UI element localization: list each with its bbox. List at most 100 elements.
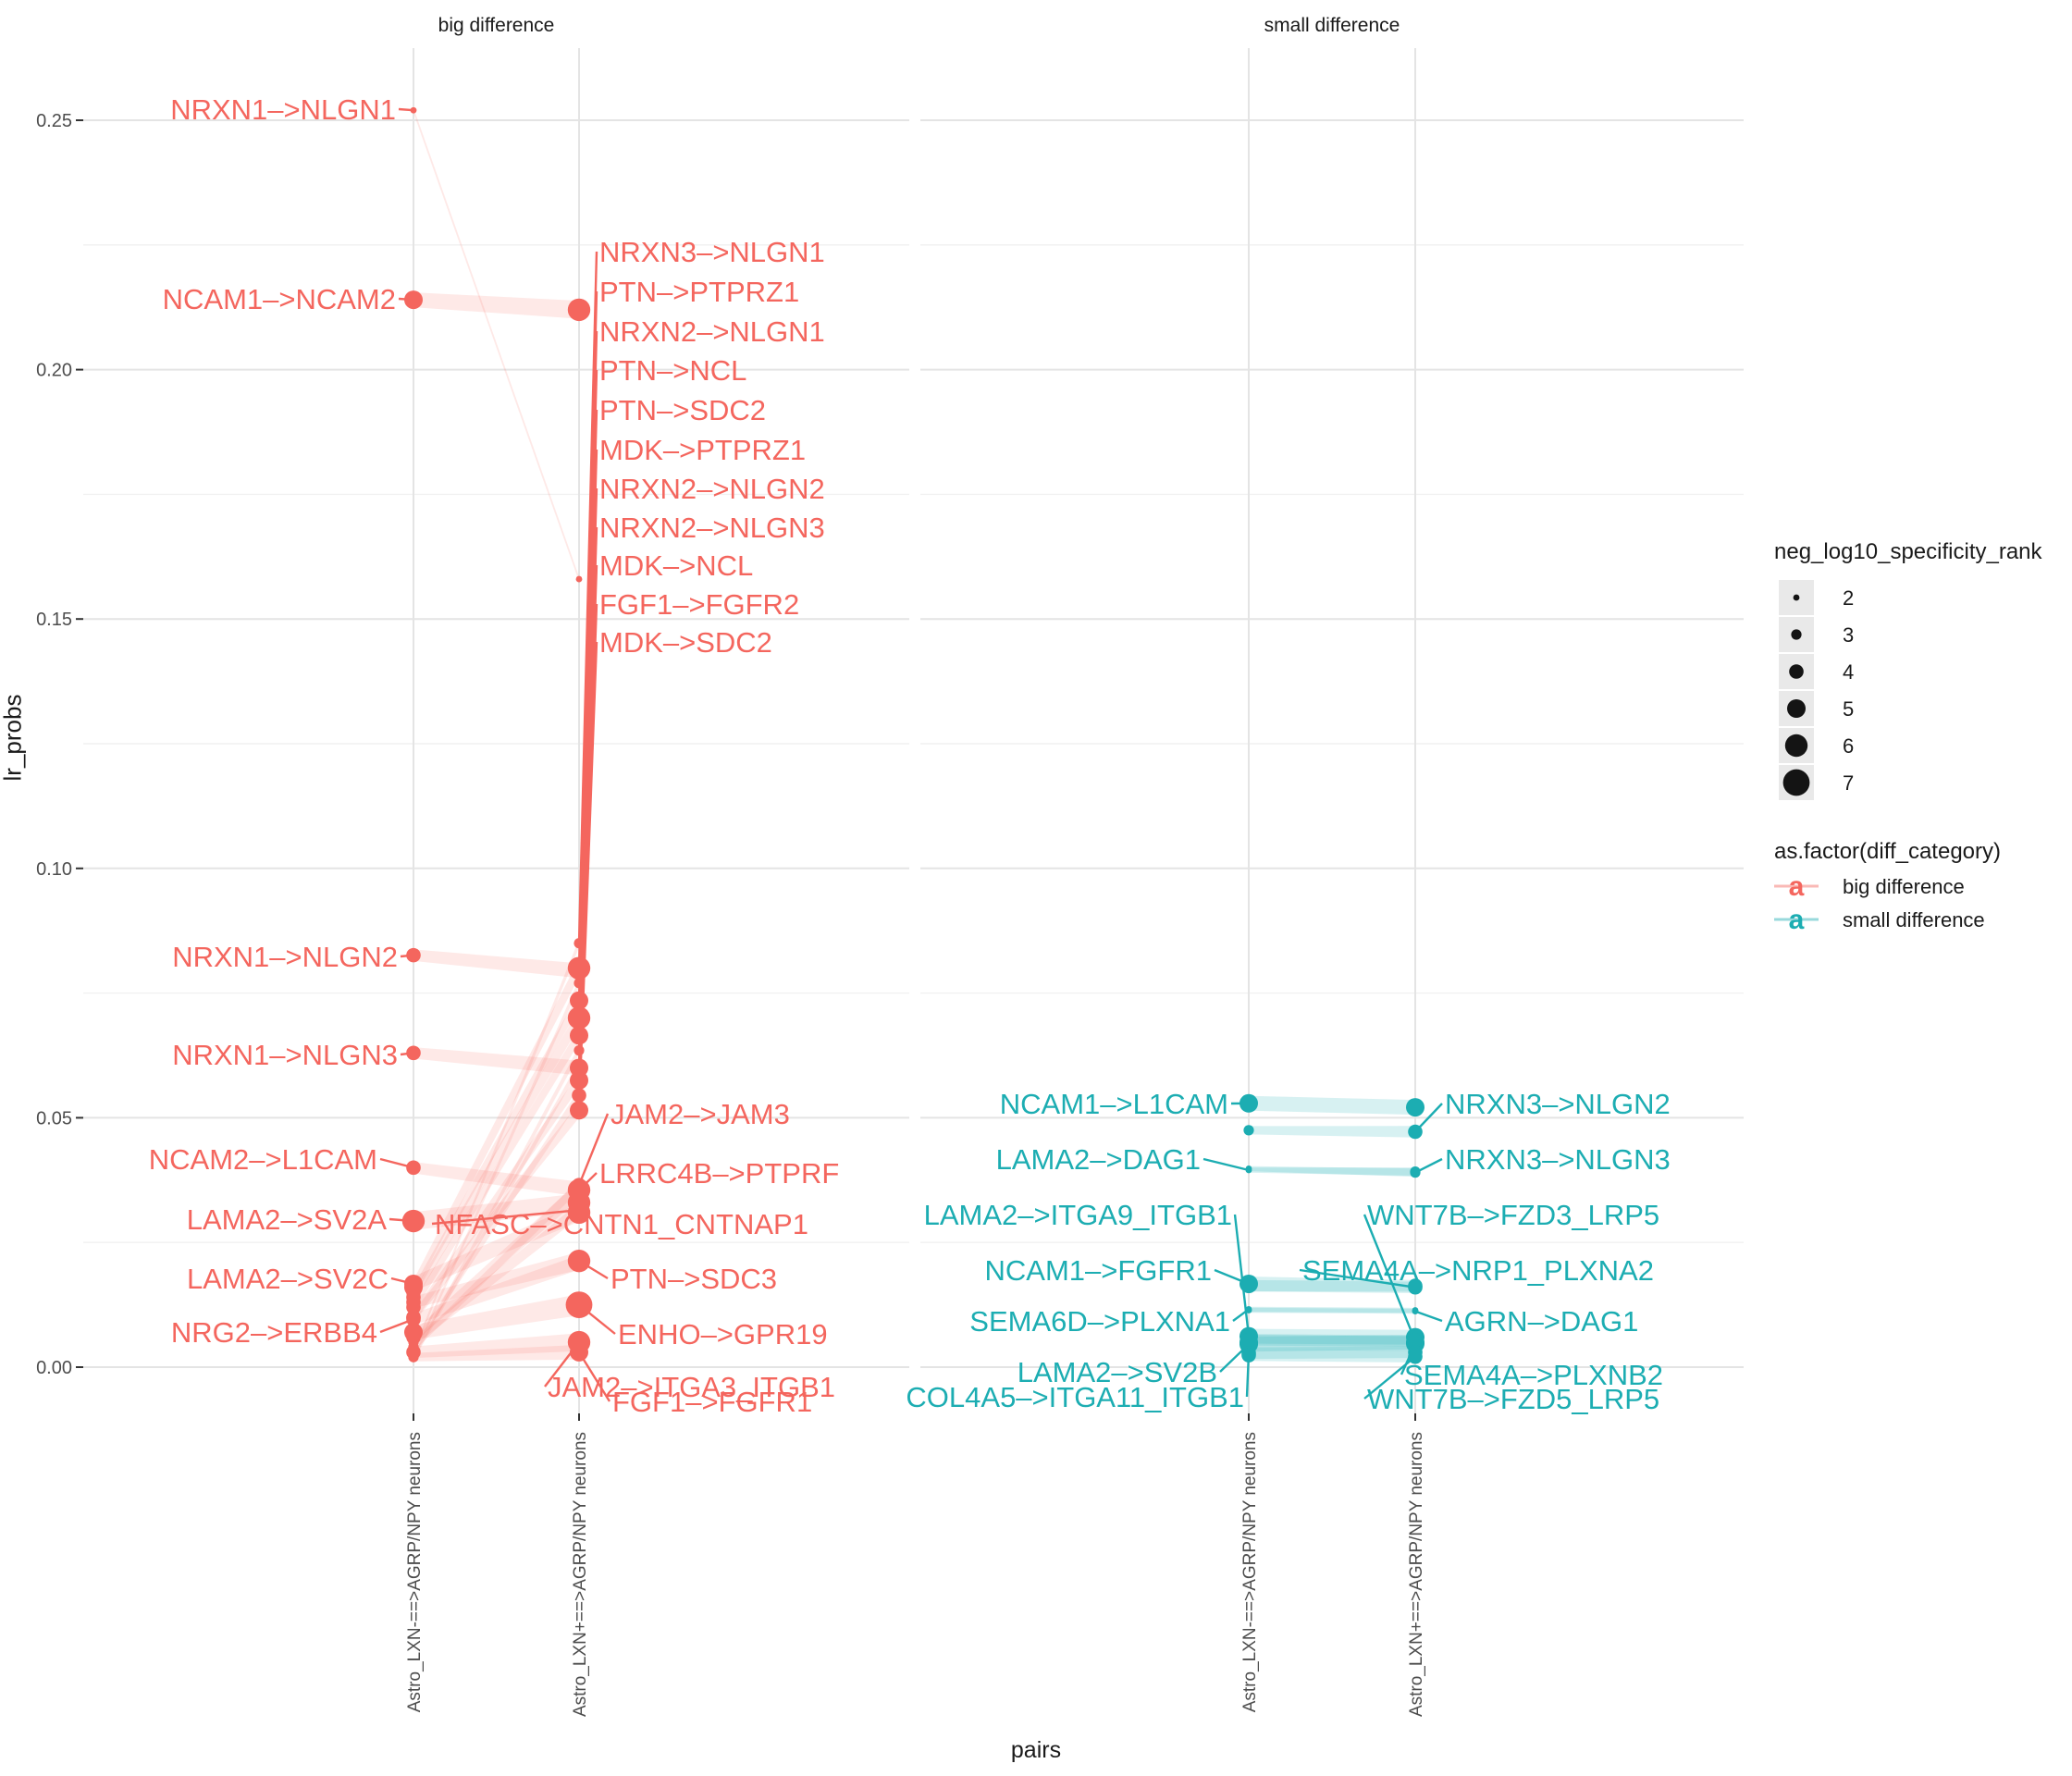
data-point bbox=[1245, 1307, 1252, 1314]
label-leader-line bbox=[577, 1351, 611, 1402]
pair-label: COL4A5–>ITGA11_ITGB1 bbox=[906, 1381, 1244, 1413]
data-point bbox=[572, 1088, 586, 1103]
pair-label: SEMA4A–>NRP1_PLXNA2 bbox=[1302, 1254, 1654, 1287]
legend-size-value: 2 bbox=[1843, 586, 1854, 610]
pair-label: AGRN–>DAG1 bbox=[1445, 1305, 1638, 1338]
data-point bbox=[1240, 1333, 1258, 1352]
x-tick-label: Astro_LXN-==>AGRP/NPY neurons bbox=[1240, 1432, 1260, 1712]
pair-ribbon bbox=[413, 1252, 579, 1309]
pair-ribbon bbox=[413, 1344, 579, 1362]
pair-ribbon bbox=[413, 107, 579, 582]
data-point bbox=[567, 298, 591, 322]
pair-ribbon bbox=[413, 1203, 579, 1291]
data-point bbox=[565, 1291, 593, 1318]
pair-label: NRXN2–>NLGN3 bbox=[599, 512, 825, 544]
label-leader-line bbox=[1363, 1214, 1417, 1342]
pair-label: PTN–>SDC3 bbox=[610, 1263, 777, 1295]
pair-ribbon bbox=[413, 958, 579, 1295]
pair-label: NRXN1–>NLGN2 bbox=[172, 941, 398, 973]
pair-ribbon bbox=[413, 292, 579, 319]
pair-ribbon bbox=[413, 1047, 579, 1076]
data-point bbox=[570, 991, 588, 1010]
pair-ribbon bbox=[413, 1294, 579, 1340]
pair-label: NRXN1–>NLGN1 bbox=[170, 93, 396, 126]
y-tick-label: 0.20 bbox=[36, 361, 72, 381]
data-point bbox=[406, 1295, 421, 1310]
legend-factor-label: small difference bbox=[1843, 908, 1985, 931]
data-point bbox=[404, 290, 423, 310]
legend-size-dot-icon bbox=[1784, 734, 1808, 758]
data-point bbox=[570, 1026, 588, 1045]
data-point bbox=[570, 1101, 588, 1120]
legend-size-dot-icon bbox=[1791, 629, 1802, 640]
pair-ribbon bbox=[1249, 1335, 1415, 1351]
data-point bbox=[1408, 1349, 1423, 1364]
pair-ribbon bbox=[413, 949, 579, 979]
data-point bbox=[406, 1045, 421, 1061]
pair-label: NRXN2–>NLGN2 bbox=[599, 473, 825, 505]
pair-label: PTN–>PTPRZ1 bbox=[599, 276, 799, 308]
pair-ribbon bbox=[1249, 1334, 1415, 1348]
facet-strip-title: small difference bbox=[1264, 15, 1400, 36]
data-point bbox=[1241, 1278, 1256, 1293]
legend-key-a-glyph: a bbox=[1789, 871, 1805, 902]
data-point bbox=[401, 1209, 426, 1233]
pair-ribbon bbox=[413, 1202, 579, 1347]
pair-ribbon bbox=[413, 979, 579, 1360]
pair-ribbon bbox=[413, 1008, 579, 1303]
pair-label: NRXN3–>NLGN1 bbox=[599, 236, 825, 268]
data-point bbox=[404, 1323, 423, 1342]
pair-label: WNT7B–>FZD3_LRP5 bbox=[1367, 1199, 1659, 1231]
pair-ribbon bbox=[1249, 1349, 1415, 1363]
data-point bbox=[1245, 1165, 1252, 1172]
pair-ribbon bbox=[1249, 1279, 1415, 1293]
pair-ribbon bbox=[413, 1072, 579, 1324]
pair-label: PTN–>NCL bbox=[599, 354, 746, 387]
x-tick-label: Astro_LXN+==>AGRP/NPY neurons bbox=[571, 1432, 590, 1717]
pair-label: LAMA2–>SV2A bbox=[187, 1203, 388, 1236]
legend-size-title: neg_log10_specificity_rank bbox=[1774, 539, 2043, 564]
legend-key-a-glyph: a bbox=[1789, 905, 1805, 935]
pair-ribbon bbox=[413, 1162, 579, 1197]
label-leader-line bbox=[431, 1208, 580, 1226]
pair-label: NRXN2–>NLGN1 bbox=[599, 315, 825, 348]
legend-size-value: 7 bbox=[1843, 771, 1854, 795]
pair-label: NFASC–>CNTN1_CNTNAP1 bbox=[435, 1208, 808, 1240]
pair-ribbon bbox=[1249, 1328, 1415, 1345]
pair-label: NCAM2–>L1CAM bbox=[149, 1143, 377, 1176]
x-axis-title: pairs bbox=[1010, 1737, 1062, 1763]
legend-size-dot-icon bbox=[1782, 769, 1810, 796]
data-point bbox=[570, 961, 588, 980]
pair-label: SEMA6D–>PLXNA1 bbox=[969, 1305, 1230, 1338]
legend-size-value: 6 bbox=[1843, 734, 1854, 758]
data-point bbox=[404, 1274, 423, 1293]
pair-label: NRG2–>ERBB4 bbox=[171, 1316, 377, 1349]
data-point bbox=[574, 1045, 585, 1056]
facet-strip-title: big difference bbox=[438, 15, 555, 36]
x-tick-label: Astro_LXN+==>AGRP/NPY neurons bbox=[1407, 1432, 1426, 1717]
pair-ribbon bbox=[413, 939, 579, 1355]
pair-label: SEMA4A–>PLXNB2 bbox=[1404, 1359, 1663, 1391]
pair-ribbon bbox=[413, 1046, 579, 1360]
x-tick-label: Astro_LXN-==>AGRP/NPY neurons bbox=[405, 1432, 425, 1712]
legend-size-dot-icon bbox=[1787, 699, 1806, 718]
pair-ribbon bbox=[413, 1103, 579, 1324]
data-point bbox=[406, 947, 421, 963]
data-point bbox=[570, 1058, 588, 1078]
data-point bbox=[406, 1312, 421, 1327]
pair-ribbon bbox=[413, 1089, 579, 1351]
label-leader-line bbox=[577, 1113, 610, 1186]
data-point bbox=[1406, 1098, 1424, 1117]
pair-ribbon bbox=[413, 1061, 579, 1362]
pair-label: FGF1–>FGFR2 bbox=[599, 588, 799, 621]
data-point bbox=[1241, 1348, 1256, 1363]
pair-label: NRXN3–>NLGN2 bbox=[1445, 1088, 1671, 1120]
pair-label: NCAM1–>FGFR1 bbox=[985, 1254, 1212, 1287]
pair-ribbon bbox=[1249, 1307, 1415, 1314]
pair-label: PTN–>SDC2 bbox=[599, 394, 766, 426]
label-leader-line bbox=[1202, 1157, 1250, 1172]
y-tick-label: 0.15 bbox=[36, 610, 72, 630]
pair-ribbon bbox=[413, 1333, 579, 1359]
pair-label: LRRC4B–>PTPRF bbox=[599, 1157, 839, 1190]
y-tick-label: 0.10 bbox=[36, 859, 72, 880]
